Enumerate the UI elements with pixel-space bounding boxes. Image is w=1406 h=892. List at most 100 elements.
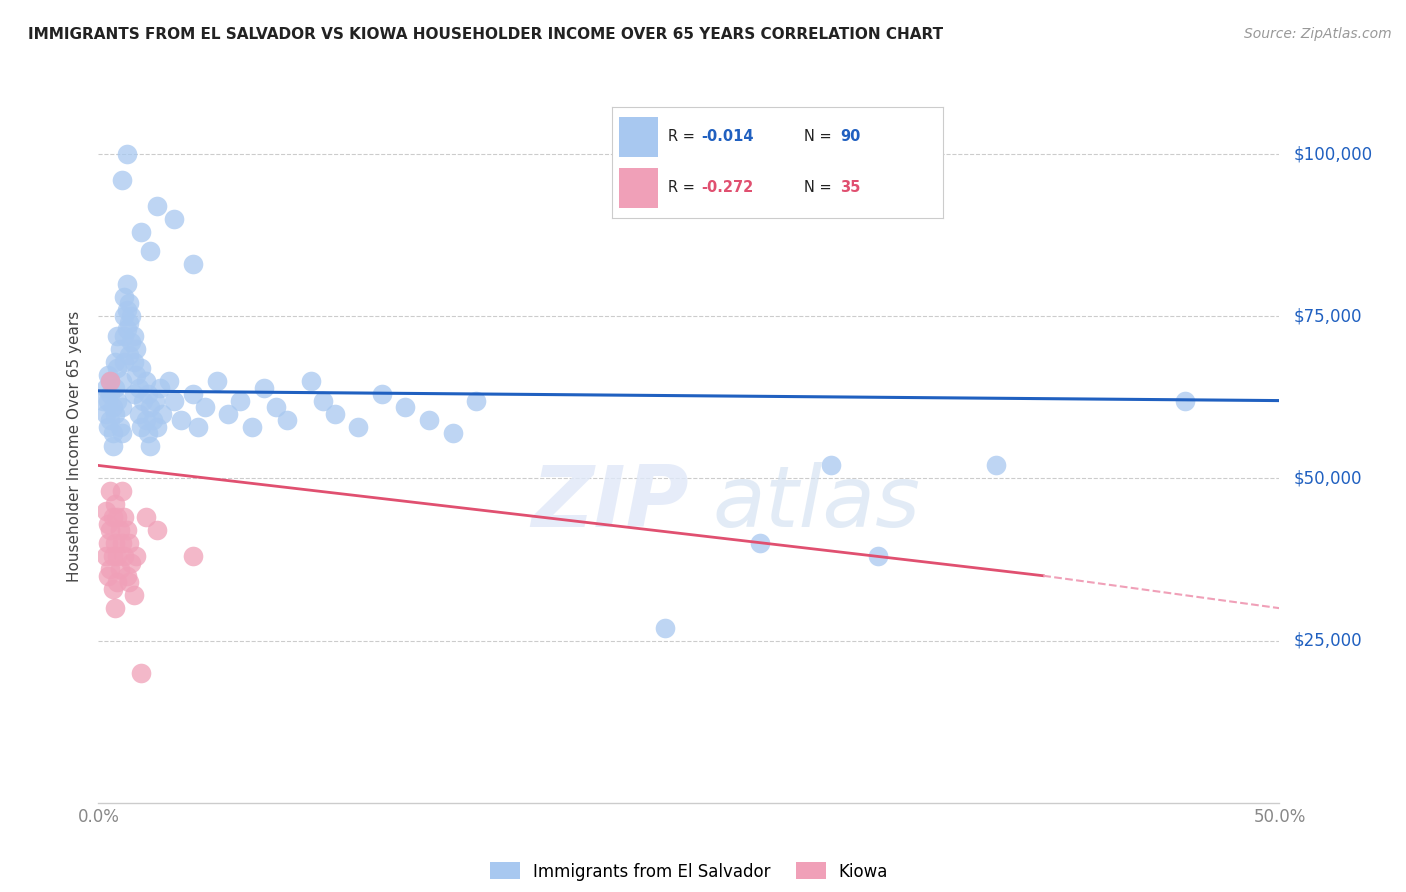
Point: [111, 173, 134, 187]
Point: [323, 407, 346, 421]
Point: [820, 458, 842, 473]
Point: [104, 407, 127, 421]
Point: [112, 549, 135, 564]
Point: [104, 354, 127, 368]
Point: [101, 549, 124, 564]
Point: [98, 387, 121, 401]
Point: [91, 393, 114, 408]
Point: [101, 400, 124, 414]
Point: [240, 419, 263, 434]
Point: [132, 393, 155, 408]
Point: [101, 425, 124, 440]
Point: [143, 393, 166, 408]
Point: [146, 199, 169, 213]
Point: [97, 419, 120, 434]
Point: [181, 549, 204, 564]
Point: [150, 407, 173, 421]
Point: [125, 368, 148, 382]
Point: [135, 374, 157, 388]
Point: [129, 225, 152, 239]
Point: [98, 374, 121, 388]
Point: [112, 510, 135, 524]
Point: [312, 393, 335, 408]
Point: [115, 568, 138, 582]
Point: [157, 374, 180, 388]
Point: [97, 536, 120, 550]
Point: [371, 387, 394, 401]
Point: [139, 439, 162, 453]
Point: [105, 328, 128, 343]
Point: [135, 510, 157, 524]
Point: [984, 458, 1007, 473]
Point: [115, 302, 138, 317]
Point: [654, 621, 676, 635]
Point: [101, 582, 124, 596]
Point: [104, 381, 127, 395]
Point: [98, 562, 121, 576]
Point: [118, 296, 141, 310]
Point: [394, 400, 416, 414]
Point: [122, 354, 145, 368]
Point: [465, 393, 488, 408]
Point: [163, 393, 186, 408]
Point: [98, 484, 121, 499]
Point: [441, 425, 464, 440]
Point: [97, 516, 120, 531]
Point: [105, 361, 128, 376]
Text: $25,000: $25,000: [1294, 632, 1362, 649]
Point: [98, 413, 121, 427]
Text: IMMIGRANTS FROM EL SALVADOR VS KIOWA HOUSEHOLDER INCOME OVER 65 YEARS CORRELATIO: IMMIGRANTS FROM EL SALVADOR VS KIOWA HOU…: [28, 27, 943, 42]
Point: [122, 328, 145, 343]
Point: [181, 387, 204, 401]
Point: [115, 277, 138, 291]
Point: [121, 310, 143, 324]
Point: [105, 393, 128, 408]
Point: [115, 147, 138, 161]
Point: [111, 374, 134, 388]
Legend: Immigrants from El Salvador, Kiowa: Immigrants from El Salvador, Kiowa: [484, 855, 894, 888]
Text: $75,000: $75,000: [1294, 307, 1362, 326]
Point: [97, 393, 120, 408]
Point: [104, 536, 127, 550]
Point: [129, 666, 152, 681]
Point: [136, 387, 159, 401]
Point: [125, 342, 148, 356]
Point: [118, 536, 141, 550]
Point: [105, 575, 128, 590]
Point: [101, 439, 124, 453]
Point: [122, 588, 145, 602]
Point: [108, 562, 131, 576]
Point: [187, 419, 209, 434]
Point: [115, 322, 138, 336]
Point: [105, 510, 128, 524]
Point: [125, 549, 148, 564]
Point: [299, 374, 322, 388]
Point: [418, 413, 440, 427]
Point: [111, 400, 134, 414]
Point: [101, 510, 124, 524]
Point: [98, 524, 121, 538]
Text: atlas: atlas: [713, 461, 921, 545]
Point: [94, 381, 117, 395]
Point: [118, 348, 141, 362]
Point: [111, 484, 134, 499]
Point: [118, 575, 141, 590]
Point: [112, 290, 135, 304]
Point: [129, 419, 152, 434]
Text: $50,000: $50,000: [1294, 469, 1362, 487]
Point: [121, 335, 143, 350]
Point: [108, 419, 131, 434]
Point: [115, 524, 138, 538]
Point: [94, 504, 117, 518]
Point: [253, 381, 276, 395]
Point: [128, 381, 150, 395]
Point: [264, 400, 287, 414]
Point: [111, 425, 134, 440]
Point: [112, 328, 135, 343]
Point: [135, 413, 157, 427]
Point: [129, 361, 152, 376]
Point: [347, 419, 370, 434]
Point: [105, 549, 128, 564]
Point: [205, 374, 228, 388]
Text: Source: ZipAtlas.com: Source: ZipAtlas.com: [1244, 27, 1392, 41]
